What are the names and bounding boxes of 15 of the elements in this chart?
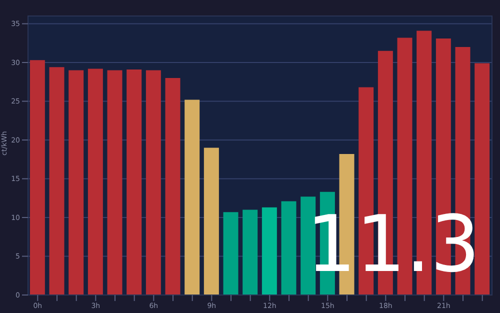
bar [184, 100, 200, 295]
bar [146, 70, 161, 295]
bar [262, 207, 277, 295]
bar [88, 68, 103, 295]
bar [30, 60, 45, 295]
bar [474, 63, 490, 295]
bar [242, 210, 258, 295]
bar [49, 67, 64, 295]
bar [126, 69, 142, 295]
bar [107, 70, 122, 295]
bar [68, 70, 84, 295]
bar [204, 148, 219, 295]
bar [223, 212, 238, 295]
bar [165, 78, 180, 295]
bar [281, 201, 296, 295]
